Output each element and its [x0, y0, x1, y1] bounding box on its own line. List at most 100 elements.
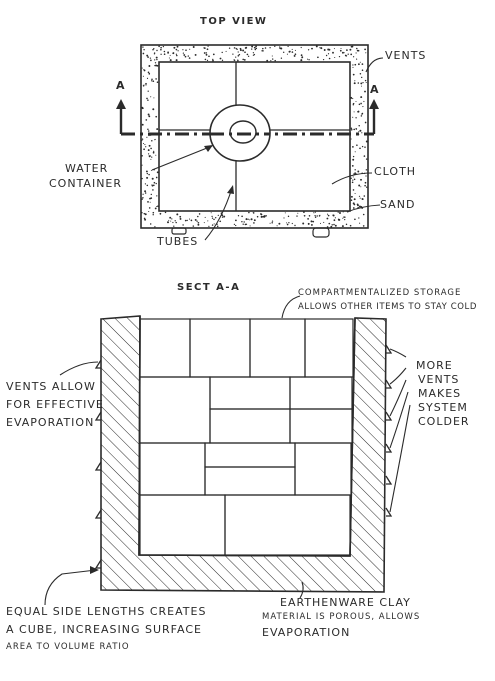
sand-dot: [160, 48, 162, 51]
sand-dot: [163, 53, 166, 56]
compartment: [209, 376, 291, 410]
sand-dot: [142, 193, 144, 195]
sand-dot: [300, 59, 303, 62]
sand-dot: [265, 215, 267, 217]
sand-dot: [300, 54, 303, 57]
sand-dot: [314, 211, 317, 213]
sand-dot: [206, 48, 209, 51]
sand-dot: [319, 222, 322, 224]
leader-vents-left: [59, 361, 99, 376]
arrowhead-tubes: [227, 185, 234, 194]
section-marker-left: A: [116, 79, 126, 92]
sand-dot: [148, 210, 150, 213]
sand-dot: [144, 144, 146, 146]
sand-dot: [233, 223, 236, 226]
leader-sand: [346, 204, 381, 213]
sand-dot: [188, 57, 191, 59]
sand-dot: [352, 104, 355, 106]
sand-dot: [244, 47, 247, 49]
sand-dot: [221, 51, 223, 54]
sand-dot: [169, 216, 172, 219]
inner-cavity-outline: [138, 315, 356, 557]
foot-right: [312, 227, 330, 238]
sand-dot: [358, 63, 360, 66]
vents-allow-label-line2: FOR EFFECTIVE: [6, 398, 104, 411]
sand-dot: [141, 67, 143, 69]
sand-dot: [151, 184, 154, 187]
sand-dot: [203, 222, 205, 224]
sand-dot: [147, 99, 149, 101]
sand-dot: [286, 222, 287, 224]
compartment: [294, 442, 352, 496]
sand-dot: [361, 63, 364, 65]
sand-dot: [144, 183, 147, 185]
sand-dot: [151, 140, 153, 142]
sand-dot: [365, 158, 368, 160]
sand-dot: [147, 153, 150, 155]
sand-dot: [338, 55, 341, 58]
sand-dot: [242, 58, 245, 61]
sand-dot: [148, 144, 151, 147]
sand-dot: [155, 154, 157, 156]
sand-dot: [346, 49, 348, 51]
sand-dot: [334, 224, 337, 227]
sand-dot: [156, 171, 159, 174]
clay-label-line3: EVAPORATION: [262, 626, 351, 639]
sand-dot: [235, 224, 237, 227]
sand-dot: [155, 64, 158, 67]
sand-dot: [176, 213, 179, 216]
compartment: [249, 318, 306, 378]
sand-dot: [317, 56, 319, 59]
sand-dot: [255, 47, 258, 50]
sand-dot: [327, 53, 330, 55]
sand-dot: [150, 158, 152, 160]
sand-dot: [288, 222, 290, 224]
sand-dot: [169, 54, 171, 56]
sand-dot: [328, 222, 331, 225]
sand-dot: [143, 48, 145, 51]
sand-dot: [239, 47, 242, 50]
sand-dot: [203, 52, 206, 54]
sand-dot: [314, 216, 317, 218]
sand-dot: [360, 186, 362, 188]
sand-dot: [146, 77, 149, 79]
sand-dot: [187, 55, 189, 57]
sand-dot: [236, 48, 238, 50]
sand-dot: [184, 219, 187, 222]
compartment: [139, 318, 191, 378]
sand-dot: [352, 189, 355, 191]
sand-dot: [148, 155, 151, 158]
sand-dot: [364, 181, 367, 184]
sand-dot: [334, 56, 336, 59]
water-container-label-line2: CONTAINER: [49, 177, 123, 190]
sand-dot: [274, 59, 276, 62]
sand-dot: [307, 218, 309, 220]
sand-dot: [283, 217, 285, 219]
leader-more-vents-4: [389, 391, 409, 449]
sand-dot: [142, 75, 144, 77]
more-vents-label-line1: MORE: [416, 359, 453, 372]
sand-dot: [352, 73, 355, 76]
sand-dot: [237, 55, 240, 57]
sand-dot: [361, 69, 364, 71]
sand-dot: [350, 128, 353, 131]
sand-dot: [313, 212, 315, 214]
sand-dot: [255, 45, 257, 48]
sand-dot: [349, 48, 352, 51]
sand-dot: [342, 217, 344, 219]
sand-dot: [366, 169, 368, 171]
sand-dot: [344, 219, 346, 221]
sand-dot: [151, 78, 153, 81]
sand-dot: [213, 223, 215, 225]
sand-dot: [168, 57, 170, 59]
sand-dot: [354, 80, 356, 82]
cube-label-line3: AREA TO VOLUME RATIO: [6, 642, 130, 652]
section-marker-right: A: [370, 83, 380, 96]
sand-dot: [358, 184, 361, 187]
sand-dot: [339, 212, 341, 214]
sand-dot: [176, 54, 178, 57]
sand-dot: [150, 147, 152, 150]
sand-dot: [242, 223, 244, 225]
sand-dot: [362, 106, 364, 108]
sand-dot: [364, 48, 366, 51]
